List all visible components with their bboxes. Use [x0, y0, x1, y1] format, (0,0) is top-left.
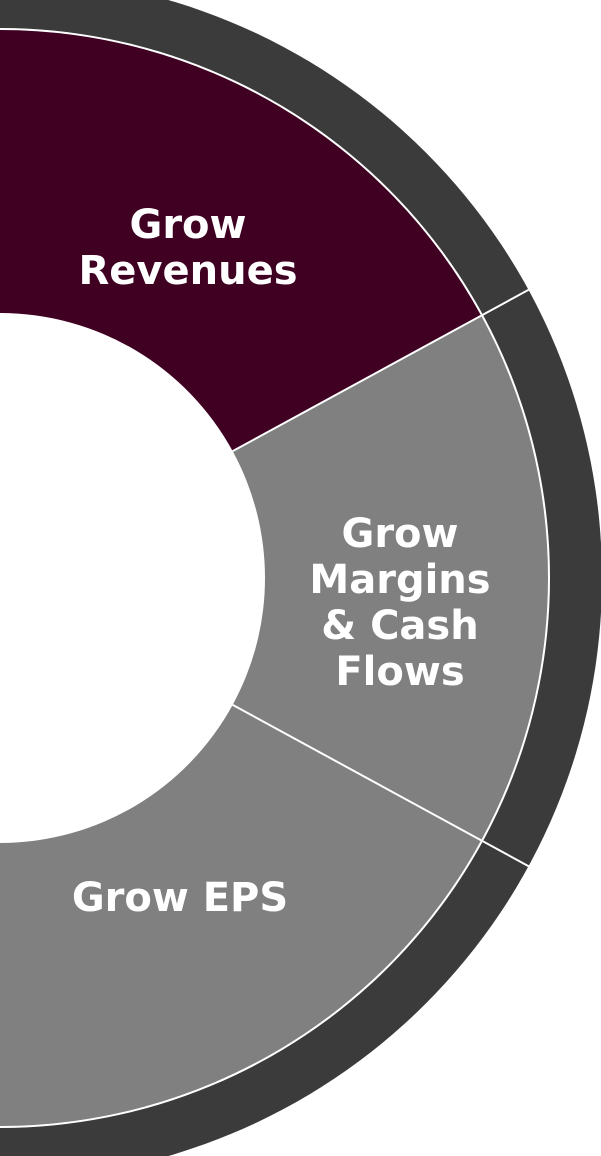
label-line: Margins — [309, 557, 490, 603]
label-line: Grow EPS — [72, 875, 288, 921]
labels: Grow Revenues Grow Margins & Cash Flows Grow… — [72, 202, 491, 921]
label-line: Revenues — [78, 248, 297, 294]
segments — [0, 30, 549, 1126]
label-line: Grow — [342, 511, 459, 557]
segment-label: Grow Margins & Cash Flows — [309, 511, 490, 695]
label-line: Flows — [335, 649, 464, 695]
divider — [232, 278, 548, 453]
label-line: & Cash — [321, 603, 478, 649]
label-line: Grow — [130, 202, 247, 248]
segment-label: Grow Revenues — [78, 202, 297, 294]
segment — [232, 315, 549, 841]
segment-label: Grow EPS — [72, 875, 288, 921]
segment — [0, 30, 482, 452]
divider — [232, 703, 548, 878]
segment — [0, 704, 482, 1126]
